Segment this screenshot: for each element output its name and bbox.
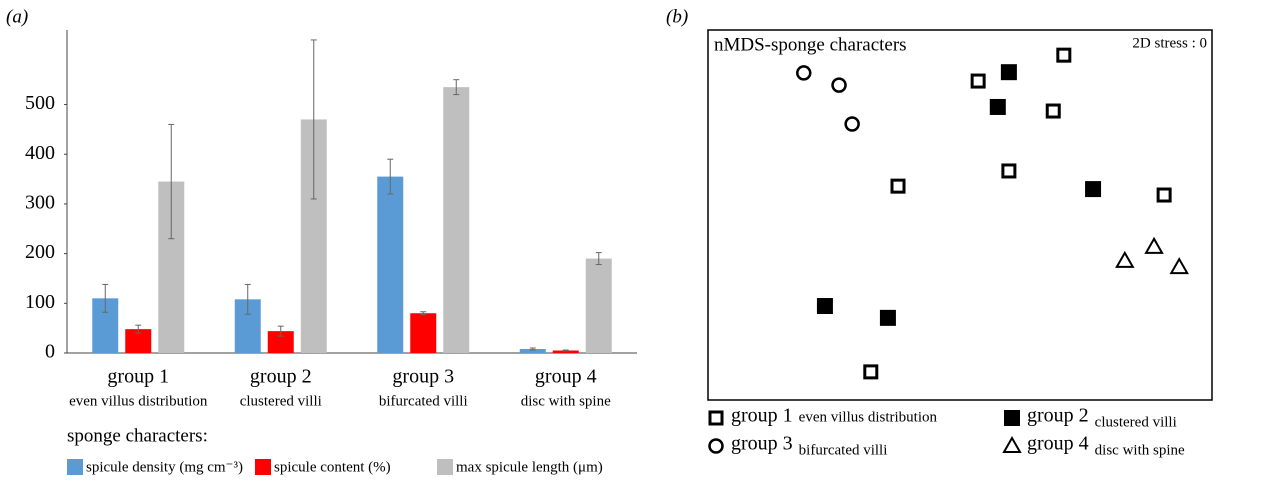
legend-label: spicule content (%) <box>274 459 391 475</box>
y-tick-label: 500 <box>25 92 55 114</box>
point <box>863 364 879 380</box>
point <box>1115 250 1135 268</box>
bar <box>267 331 294 353</box>
bar <box>443 87 470 354</box>
point <box>1169 257 1189 275</box>
point <box>890 178 906 194</box>
legend-marker <box>708 410 724 426</box>
error-bar <box>277 325 284 337</box>
y-tick-label: 100 <box>25 291 55 313</box>
x-tick-sublabel: clustered villi <box>240 393 322 409</box>
point <box>1144 236 1164 254</box>
legend-marker <box>1002 435 1022 453</box>
error-bar <box>453 79 460 96</box>
point <box>1000 64 1017 81</box>
legend-label: group 3 <box>731 433 793 455</box>
bar <box>519 349 546 353</box>
legend-marker <box>708 438 724 454</box>
x-tick-sublabel: bifurcated villi <box>379 393 468 409</box>
error-bar <box>595 252 602 266</box>
x-tick-label: group 2 <box>250 366 312 388</box>
point <box>1156 187 1172 203</box>
y-tick-label: 200 <box>25 241 55 263</box>
x-tick-sublabel: even villus distribution <box>69 393 208 409</box>
bar <box>410 313 437 353</box>
x-tick-label: group 4 <box>535 366 597 388</box>
legend-description: disc with spine <box>1095 442 1185 458</box>
x-tick-label: group 1 <box>107 366 169 388</box>
y-tick-label: 300 <box>25 192 55 214</box>
error-bar <box>310 39 317 200</box>
legend-description: bifurcated villi <box>799 442 888 458</box>
point <box>1085 181 1102 198</box>
error-bar <box>529 347 536 351</box>
legend-label: spicule density (mg cm⁻³) <box>86 459 243 475</box>
chart-title: nMDS-sponge characters <box>714 34 907 55</box>
legend-label: group 2 <box>1027 405 1089 427</box>
bar <box>585 258 612 353</box>
panel-label: (a) <box>6 6 28 27</box>
bar <box>552 350 579 353</box>
point <box>1045 103 1061 119</box>
point <box>1056 47 1072 63</box>
legend-description: even villus distribution <box>799 409 938 425</box>
error-bar <box>244 283 251 315</box>
x-tick-sublabel: disc with spine <box>521 393 611 409</box>
plot-frame <box>707 29 1213 401</box>
legend-description: clustered villi <box>1095 414 1177 430</box>
y-tick-label: 0 <box>45 341 55 363</box>
error-bar <box>102 283 109 313</box>
panel-label: (b) <box>666 6 688 27</box>
point <box>816 298 833 315</box>
point <box>879 309 896 326</box>
legend-label: group 4 <box>1027 433 1089 455</box>
error-bar <box>387 158 394 195</box>
point <box>796 65 812 81</box>
y-tick-label: 400 <box>25 142 55 164</box>
point <box>1001 163 1017 179</box>
legend-swatch <box>67 459 83 475</box>
point <box>970 73 986 89</box>
point <box>831 77 847 93</box>
error-bar <box>168 123 175 240</box>
error-bar <box>135 324 142 334</box>
x-tick-label: group 3 <box>392 366 454 388</box>
legend-marker <box>1004 410 1020 426</box>
annotation: 2D stress : 0 <box>1132 35 1207 51</box>
point <box>844 116 860 132</box>
error-bar <box>420 311 427 316</box>
legend-title: sponge characters: <box>67 425 208 446</box>
legend-label: group 1 <box>731 405 793 427</box>
legend-swatch <box>255 459 271 475</box>
legend-swatch <box>437 459 453 475</box>
bar <box>125 329 152 353</box>
error-bar <box>562 349 569 352</box>
legend-label: max spicule length (μm) <box>456 459 603 475</box>
point <box>989 98 1006 115</box>
bar <box>377 176 404 353</box>
